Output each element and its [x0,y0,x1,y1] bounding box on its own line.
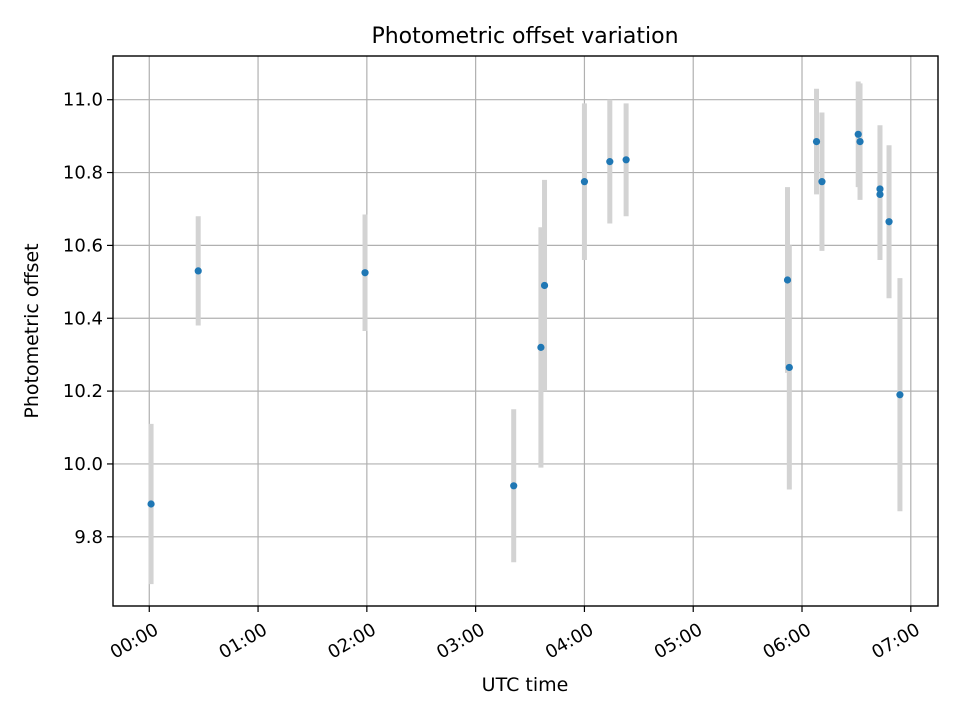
data-point [537,343,545,351]
y-tick-label: 10.6 [63,235,103,256]
data-point [896,391,904,399]
x-axis-label: UTC time [482,674,569,696]
data-point [856,137,864,146]
data-point [885,218,893,226]
y-tick-label: 10.0 [63,454,103,475]
data-point [510,482,518,490]
chart-title: Photometric offset variation [371,24,678,49]
data-points [147,130,904,508]
data-point [147,500,155,508]
data-point [540,281,549,290]
data-point [812,137,821,146]
y-tick-label: 10.2 [63,381,103,402]
y-tick-label: 10.4 [63,308,103,329]
data-point [783,276,792,284]
y-tick-label: 11.0 [63,90,103,111]
grid [113,56,938,606]
data-point [818,178,826,186]
data-point [854,130,862,138]
data-point [580,178,589,186]
data-point [876,190,884,199]
data-point [785,363,793,372]
data-point [606,158,614,166]
y-axis-label: Photometric offset [21,243,43,418]
data-point [622,156,630,164]
y-tick-label: 10.8 [63,163,103,184]
data-point [876,185,884,193]
data-point [194,267,202,275]
y-tick-label: 9.8 [74,527,103,548]
plot-frame [112,55,939,607]
data-point [361,269,369,277]
